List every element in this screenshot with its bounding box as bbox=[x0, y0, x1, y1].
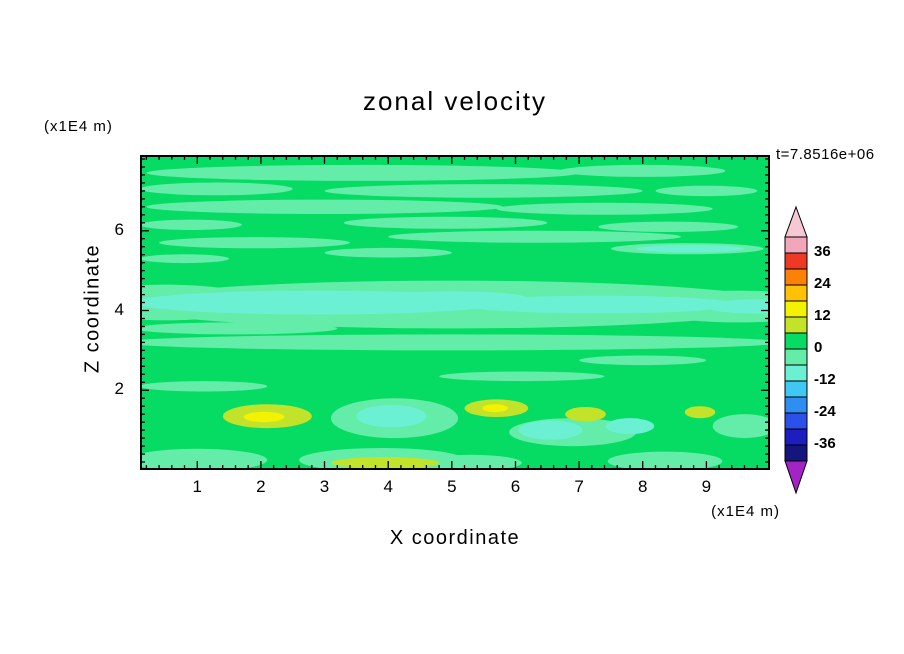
colorbar-segment bbox=[784, 252, 808, 270]
x-tick-label: 2 bbox=[256, 477, 266, 496]
x-axis-unit: (x1E4 m) bbox=[711, 503, 780, 520]
colorbar-segment bbox=[784, 332, 808, 350]
plot-border bbox=[140, 155, 770, 470]
contour-blob bbox=[140, 448, 268, 470]
contour-blob bbox=[684, 406, 716, 419]
y-tick-label: 2 bbox=[114, 379, 124, 399]
contour-blob bbox=[579, 355, 707, 366]
contour-blob bbox=[712, 414, 770, 439]
chart-title: zonal velocity bbox=[362, 86, 548, 116]
contour-blob bbox=[356, 405, 427, 428]
y-tick-label: 6 bbox=[114, 219, 124, 239]
colorbar-segment bbox=[784, 412, 808, 430]
colorbar-segment bbox=[784, 444, 808, 462]
timestamp-label: t=7.8516e+06 bbox=[776, 146, 875, 163]
contour-blob bbox=[560, 164, 726, 177]
contour-blob bbox=[140, 219, 242, 230]
contour-blob bbox=[140, 381, 268, 392]
contour-blob bbox=[324, 184, 643, 198]
contour-blob bbox=[607, 451, 723, 470]
colorbar-segment bbox=[784, 348, 808, 366]
x-tick-label: 9 bbox=[701, 477, 712, 496]
contour-blob bbox=[598, 221, 739, 232]
contour-field bbox=[140, 155, 770, 470]
x-tick-label: 1 bbox=[192, 477, 202, 496]
colorbar-label: 24 bbox=[814, 275, 831, 292]
colorbar-label: 36 bbox=[814, 243, 831, 260]
contour-blob bbox=[146, 199, 503, 214]
colorbar-label: -12 bbox=[814, 371, 836, 388]
contour-blob bbox=[565, 407, 606, 422]
contour-blob bbox=[420, 454, 522, 470]
colorbar-label: 12 bbox=[814, 307, 831, 324]
colorbar-segment bbox=[784, 268, 808, 286]
colorbar-arrow-up bbox=[784, 205, 808, 238]
contour-blob bbox=[146, 164, 580, 181]
contour-plot bbox=[140, 155, 770, 470]
contour-blob bbox=[243, 411, 285, 423]
contour-blob bbox=[458, 295, 739, 314]
contour-blob bbox=[330, 457, 440, 469]
colorbar-segment bbox=[784, 316, 808, 334]
contour-blob bbox=[496, 202, 713, 215]
contour-blob bbox=[636, 245, 745, 253]
contour-blob bbox=[140, 254, 229, 264]
contour-blob bbox=[605, 418, 655, 435]
colorbar-segment bbox=[784, 380, 808, 398]
contour-blob bbox=[439, 371, 605, 382]
y-tick-label: 4 bbox=[114, 299, 124, 319]
x-tick-label: 3 bbox=[319, 477, 330, 496]
contour-blob bbox=[375, 291, 529, 306]
contour-blob bbox=[140, 322, 338, 335]
x-tick-label: 4 bbox=[383, 477, 393, 496]
contour-blob bbox=[482, 404, 508, 413]
colorbar-segment bbox=[784, 428, 808, 446]
x-tick-label: 8 bbox=[637, 477, 648, 496]
y-axis-unit: (x1E4 m) bbox=[44, 118, 113, 135]
x-axis-label: X coordinate bbox=[389, 527, 521, 549]
contour-blob bbox=[324, 247, 452, 258]
contour-blob bbox=[706, 299, 770, 314]
contour-blob bbox=[140, 182, 293, 196]
colorbar-label: -24 bbox=[814, 403, 836, 420]
contour-blob bbox=[388, 230, 681, 243]
colorbar-segment bbox=[784, 236, 808, 254]
colorbar-segment bbox=[784, 300, 808, 318]
colorbar-segment bbox=[784, 284, 808, 302]
x-tick-label: 7 bbox=[574, 477, 584, 496]
colorbar-arrow-down bbox=[784, 460, 808, 495]
x-tick-label: 5 bbox=[447, 477, 457, 496]
colorbar bbox=[784, 205, 808, 495]
colorbar-segment bbox=[784, 396, 808, 414]
colorbar-label: 0 bbox=[814, 339, 823, 356]
colorbar-label: -36 bbox=[814, 435, 836, 452]
contour-blob bbox=[343, 216, 548, 229]
contour-blob bbox=[655, 185, 758, 197]
x-tick-label: 6 bbox=[510, 477, 521, 496]
contour-blob bbox=[159, 237, 350, 249]
colorbar-segment bbox=[784, 364, 808, 382]
contour-blob bbox=[140, 334, 770, 351]
contour-blob bbox=[518, 420, 583, 440]
